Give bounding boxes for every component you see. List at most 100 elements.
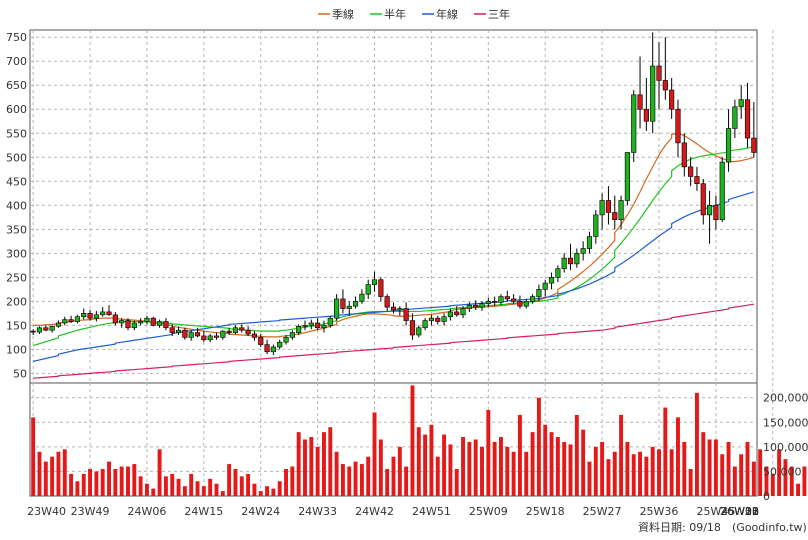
candle-body <box>428 317 435 321</box>
candle-body <box>352 301 359 307</box>
candle-body <box>454 311 460 316</box>
candle-body <box>119 320 125 324</box>
candlesticks <box>30 32 757 356</box>
candle-body <box>523 301 529 307</box>
volume-bar <box>397 446 402 496</box>
candle-body <box>498 296 504 303</box>
x-tick-label: 26W30 <box>720 505 759 518</box>
volume-bar <box>157 449 162 496</box>
volume-bar <box>638 451 643 496</box>
candle-body <box>302 325 308 327</box>
candle-body <box>732 106 738 129</box>
candle-body <box>144 317 150 322</box>
volume-bar <box>385 468 390 496</box>
price-tick-label: 500 <box>6 151 27 164</box>
volume-bar <box>107 461 111 496</box>
candle-body <box>201 335 207 341</box>
volume-bar <box>88 468 93 496</box>
x-tick-label: 23W49 <box>71 505 110 518</box>
candle-body <box>131 322 137 329</box>
candle-body <box>245 329 251 335</box>
volume-bar <box>625 441 630 496</box>
volume-bar <box>366 456 371 496</box>
volume-bar <box>69 473 74 496</box>
x-tick-label: 26W12 <box>720 505 759 518</box>
volume-bar <box>163 476 168 496</box>
candle-body <box>662 80 668 91</box>
candle-body <box>492 301 498 303</box>
candle-body <box>100 311 106 316</box>
price-y-axis: 50 100 150 200 250 300 350 400 450 500 550 600 650 70… <box>6 31 27 380</box>
volume-tick-label: 150,000 <box>763 416 808 429</box>
volume-bar <box>600 441 605 496</box>
candle-body <box>308 322 314 326</box>
candle-body <box>688 166 694 177</box>
volume-bar <box>290 466 295 496</box>
price-tick-label: 250 <box>6 271 27 284</box>
candle-body <box>163 321 169 329</box>
legend-label: 年線 <box>436 7 458 21</box>
volume-bar <box>328 427 333 496</box>
candle-body <box>315 322 321 329</box>
volume-bar <box>334 451 339 496</box>
volume-bar <box>701 432 706 496</box>
candle-body <box>296 326 302 333</box>
candle-body <box>384 296 390 308</box>
candle-body <box>593 214 599 237</box>
candle-body <box>175 329 182 333</box>
volume-bar <box>505 446 510 496</box>
volume-bar <box>461 437 465 496</box>
volume-bar <box>43 461 48 496</box>
volume-bar <box>713 439 718 496</box>
candle-body <box>485 301 491 305</box>
candle-body <box>62 319 68 324</box>
volume-bar <box>429 424 434 496</box>
volume-bar <box>353 461 358 496</box>
candle-body <box>264 344 270 353</box>
volume-bar <box>682 441 687 496</box>
volume-bar <box>410 385 415 496</box>
candle-body <box>504 296 510 300</box>
volume-bar <box>581 429 586 496</box>
volume-bar <box>416 427 421 496</box>
candle-body <box>321 325 327 329</box>
volume-bar <box>442 434 447 496</box>
candle-body <box>346 305 352 309</box>
candle-body <box>30 330 36 333</box>
candle-body <box>340 298 346 309</box>
candle-body <box>675 108 681 144</box>
candle-body <box>643 108 649 122</box>
volume-tick-label: 50,000 <box>763 465 802 478</box>
candle-body <box>43 327 49 331</box>
volume-bar <box>50 456 55 496</box>
candle-body <box>207 335 213 341</box>
volume-bar <box>745 441 750 496</box>
volume-bar <box>195 481 200 496</box>
volume-bar <box>739 454 744 496</box>
volume-bar <box>391 456 396 496</box>
candle-body <box>473 304 479 308</box>
x-tick-label: 25W18 <box>526 505 565 518</box>
candle-body <box>574 253 580 265</box>
candle-body <box>561 257 567 269</box>
candle-body <box>55 322 62 327</box>
volume-bar <box>233 468 238 496</box>
candle-body <box>409 320 416 336</box>
candle-body <box>416 327 422 336</box>
volume-bar <box>517 414 522 496</box>
volume-bar <box>404 466 409 496</box>
candle-body <box>365 284 371 295</box>
volume-bar <box>81 473 86 496</box>
footer-date: 資料日期: 09/18 <box>638 520 721 534</box>
candle-body <box>548 277 555 284</box>
x-tick-label: 24W24 <box>241 505 280 518</box>
candle-body <box>650 65 656 122</box>
candle-body <box>239 327 245 331</box>
x-tick-label: 25W36 <box>640 505 679 518</box>
candle-body <box>631 94 637 153</box>
volume-bar <box>549 432 554 496</box>
chart-legend: 季線 半年 年線 三年 <box>318 7 510 21</box>
x-tick-label: 24W42 <box>355 505 394 518</box>
volume-bar <box>777 449 782 496</box>
candle-body <box>466 304 472 309</box>
